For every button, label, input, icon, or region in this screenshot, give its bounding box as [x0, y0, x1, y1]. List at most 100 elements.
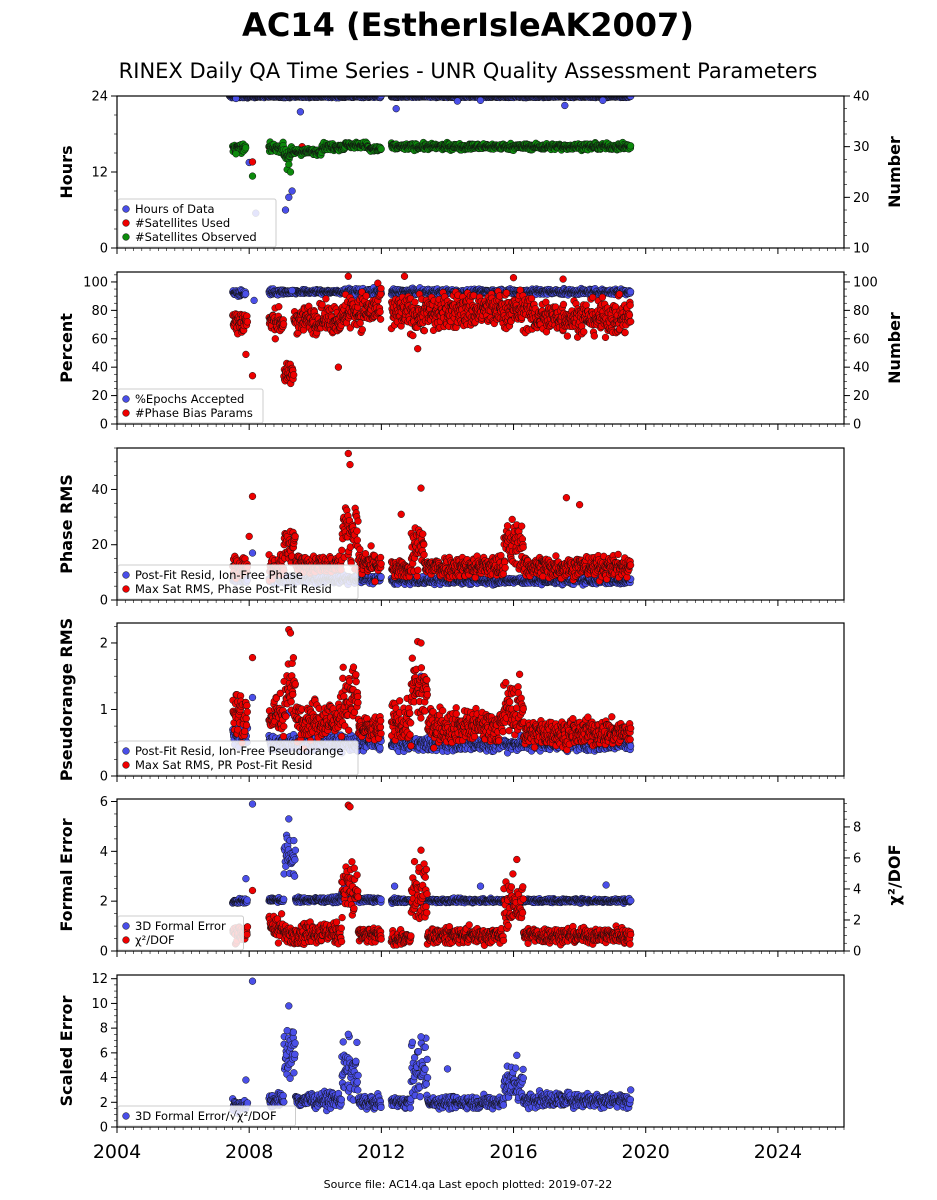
data-points [229, 272, 635, 388]
data-point-outlier [242, 350, 250, 359]
legend-marker [122, 233, 130, 241]
data-point-outlier [559, 275, 567, 283]
data-point [625, 311, 634, 319]
y-tick-label: 60 [91, 332, 108, 347]
right-y-tick-label: 30 [853, 140, 870, 155]
right-y-tick-label: 80 [853, 304, 870, 319]
data-point [377, 145, 385, 153]
data-point [582, 301, 590, 309]
data-point [409, 331, 417, 340]
right-y-axis-label: Number [885, 136, 904, 208]
data-point [470, 291, 478, 300]
y-axis-label: Hours [57, 145, 76, 198]
legend-entry: #Satellites Used [135, 216, 230, 230]
data-point [563, 332, 572, 340]
data-point-outlier [250, 296, 258, 305]
series-blue [225, 96, 635, 217]
data-point [242, 290, 250, 298]
data-point-outlier [392, 105, 400, 113]
figure-subtitle: RINEX Daily QA Time Series - UNR Quality… [119, 59, 818, 83]
data-point-outlier [248, 172, 257, 180]
right-y-tick-label: 60 [853, 332, 870, 347]
y-tick-label: 20 [91, 538, 108, 553]
data-point [559, 300, 568, 309]
legend-box [117, 198, 277, 248]
data-point-outlier [248, 158, 257, 166]
data-point [627, 317, 635, 326]
data-point [377, 96, 385, 100]
figure-title: AC14 (EstherIsleAK2007) [242, 6, 694, 44]
legend: Hours of Data#Satellites Used#Satellites… [117, 198, 277, 248]
data-point-outlier [285, 160, 293, 169]
legend-marker [122, 205, 130, 213]
series-green [229, 138, 635, 180]
legend-entry: #Satellites Observed [135, 230, 257, 244]
panel-percent: 020406080100020406080100NumberPercent%Ep… [57, 271, 904, 433]
right-y-tick-label: 20 [853, 389, 870, 404]
right-y-tick-label: 40 [853, 90, 870, 105]
data-point [601, 333, 610, 342]
data-point-outlier [232, 150, 240, 158]
data-point [279, 320, 288, 328]
data-point [242, 144, 250, 152]
legend-entry: Hours of Data [135, 202, 215, 216]
y-tick-label: 0 [100, 242, 108, 257]
data-point-outlier [288, 187, 296, 195]
right-y-tick-label: 40 [853, 361, 870, 376]
data-point-outlier [296, 108, 305, 116]
y-axis-label: Phase RMS [57, 474, 76, 574]
data-point-outlier [285, 193, 293, 201]
data-point [621, 328, 629, 337]
data-point [358, 326, 366, 334]
data-point [243, 318, 252, 326]
legend-entry: %Epochs Accepted [135, 392, 244, 406]
y-tick-label: 24 [91, 90, 108, 105]
data-point [376, 308, 384, 316]
right-y-tick-label: 0 [853, 418, 861, 433]
data-point-outlier [414, 345, 422, 353]
data-point-outlier [453, 97, 462, 105]
data-point [322, 295, 330, 303]
data-point [626, 142, 635, 150]
data-point-outlier [599, 96, 607, 105]
data-point [420, 327, 429, 335]
legend-marker [122, 409, 130, 417]
data-point-outlier [509, 274, 518, 282]
data-point [411, 298, 419, 306]
data-point-outlier [286, 168, 295, 176]
axes-frame [116, 95, 845, 249]
y-tick-label: 20 [91, 389, 108, 404]
data-point [590, 332, 598, 340]
legend-entry: #Phase Bias Params [135, 406, 253, 420]
y-tick-label: 0 [100, 594, 108, 609]
right-y-tick-label: 20 [853, 191, 870, 206]
right-y-tick-label: 10 [853, 242, 870, 257]
data-point [615, 290, 624, 298]
data-point [271, 335, 279, 343]
data-point-outlier [476, 96, 485, 105]
data-point-outlier [334, 363, 343, 371]
y-tick-label: 12 [91, 166, 108, 181]
data-point-outlier [561, 101, 569, 110]
right-y-tick-label: 100 [853, 275, 878, 290]
y-tick-label: 100 [83, 275, 108, 290]
data-point-outlier [281, 206, 290, 214]
data-point [626, 288, 635, 296]
data-point [275, 303, 283, 311]
data-point [376, 315, 385, 323]
y-tick-label: 80 [91, 304, 108, 319]
data-point-outlier [400, 272, 409, 280]
y-axis-label: Percent [57, 313, 76, 383]
data-point [598, 293, 607, 301]
data-point [377, 284, 385, 293]
data-points [225, 96, 635, 217]
right-y-axis-label: Number [885, 312, 904, 384]
data-point-outlier [288, 286, 296, 295]
y-tick-label: 40 [91, 483, 108, 498]
data-point [502, 289, 511, 297]
y-tick-label: 0 [100, 418, 108, 433]
